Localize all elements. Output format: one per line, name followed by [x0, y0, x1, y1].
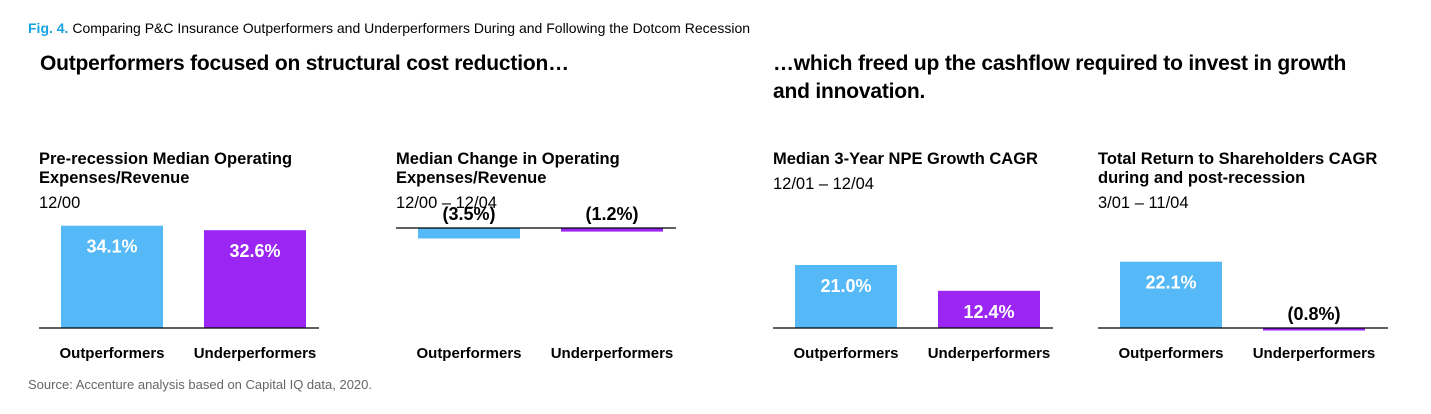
headline-right: …which freed up the cashflow required to… [773, 52, 1347, 103]
value-label: 21.0% [820, 276, 871, 296]
chart-plot: (3.5%) Outperformers (1.2%) Underperformers [396, 204, 676, 362]
category-label: Underperformers [928, 345, 1051, 362]
chart-title: Median 3-Year NPE Growth CAGR [773, 150, 1038, 168]
value-label: 32.6% [229, 241, 280, 261]
value-label: (3.5%) [442, 204, 495, 224]
value-label: 34.1% [86, 237, 137, 257]
source-note: Source: Accenture analysis based on Capi… [28, 377, 372, 392]
chart-subtitle: 3/01 – 11/04 [1098, 194, 1189, 212]
chart-subtitle: 12/00 [39, 194, 81, 212]
category-label: Underperformers [551, 345, 674, 362]
chart-title: Median Change in Operating Expenses/Reve… [396, 150, 620, 187]
chart-tsr: Total Return to Shareholders CAGR during… [1098, 150, 1408, 370]
bar-outperformers [795, 265, 897, 328]
headline-left: Outperformers focused on structural cost… [40, 52, 569, 75]
chart-subtitle: 12/00 – 12/04 [396, 194, 497, 212]
chart-plot: 22.1% Outperformers (0.8%) Underperformers [1098, 261, 1388, 362]
bar-underperformers [204, 230, 306, 328]
bar-underperformers [938, 290, 1040, 328]
category-label: Outperformers [1118, 345, 1223, 362]
bar-outperformers [1120, 261, 1222, 328]
value-label: 22.1% [1145, 273, 1196, 293]
chart-opex-change: Median Change in Operating Expenses/Reve… [396, 150, 696, 370]
chart-plot: 34.1% Outperformers 32.6% Underperformers [39, 225, 319, 362]
value-label: (1.2%) [585, 204, 638, 224]
category-label: Outperformers [59, 345, 164, 362]
bar-underperformers [1263, 328, 1365, 331]
bar-underperformers [561, 228, 663, 232]
figure-caption-text: Comparing P&C Insurance Outperformers an… [72, 20, 751, 36]
value-label: 12.4% [963, 302, 1014, 322]
figure-caption: Fig. 4. Comparing P&C Insurance Outperfo… [28, 20, 750, 36]
category-label: Outperformers [793, 345, 898, 362]
bar-outperformers [418, 228, 520, 239]
chart-title: Total Return to Shareholders CAGR during… [1098, 150, 1378, 187]
value-label: (0.8%) [1287, 304, 1340, 324]
chart-opex-revenue: Pre-recession Median Operating Expenses/… [39, 150, 339, 370]
category-label: Outperformers [416, 345, 521, 362]
bar-outperformers [61, 225, 163, 328]
chart-subtitle: 12/01 – 12/04 [773, 175, 874, 193]
chart-title: Pre-recession Median Operating Expenses/… [39, 150, 293, 187]
chart-plot: 21.0% Outperformers 12.4% Underperformers [773, 265, 1053, 362]
chart-npe-growth: Median 3-Year NPE Growth CAGR 12/01 – 12… [773, 150, 1073, 370]
category-label: Underperformers [194, 345, 317, 362]
category-label: Underperformers [1253, 345, 1376, 362]
figure-label: Fig. 4. [28, 20, 69, 36]
